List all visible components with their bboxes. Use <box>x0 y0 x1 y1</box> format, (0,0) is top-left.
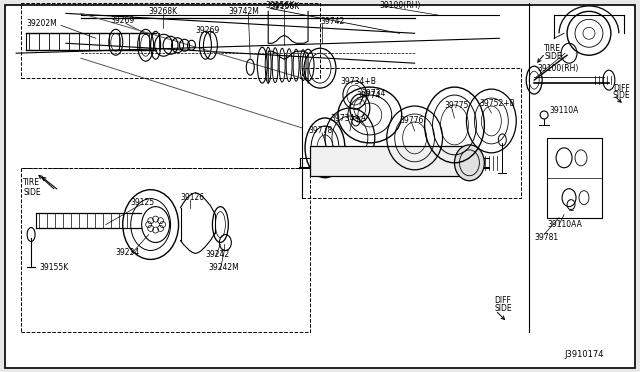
Bar <box>302 68 521 198</box>
Text: 39202M: 39202M <box>26 19 57 28</box>
Text: 39155K: 39155K <box>39 263 68 272</box>
Text: 39781: 39781 <box>534 233 558 242</box>
Ellipse shape <box>454 145 484 181</box>
Text: 39775: 39775 <box>445 100 469 109</box>
Text: 39774: 39774 <box>357 90 381 100</box>
Text: TIRE: TIRE <box>544 44 561 53</box>
Text: 39100(RH): 39100(RH) <box>380 1 421 10</box>
Text: 39742M: 39742M <box>228 7 259 16</box>
Text: 39742: 39742 <box>320 17 344 26</box>
Text: 39125: 39125 <box>131 198 155 207</box>
Bar <box>310 146 469 176</box>
Text: J3910174: J3910174 <box>564 350 604 359</box>
Text: SIDE: SIDE <box>613 90 630 100</box>
Text: TIRE
SIDE: TIRE SIDE <box>23 178 41 198</box>
Bar <box>21 3 320 78</box>
Text: 39110AA: 39110AA <box>547 220 582 229</box>
Text: DIFF: DIFF <box>613 84 630 93</box>
Text: DIFF: DIFF <box>494 296 511 305</box>
Text: 39269: 39269 <box>195 26 220 35</box>
Text: 39776: 39776 <box>400 116 424 125</box>
Text: 39242M: 39242M <box>209 263 239 272</box>
Text: 39752+B: 39752+B <box>479 99 515 108</box>
Text: 39126: 39126 <box>180 193 205 202</box>
Text: 39734+A: 39734+A <box>330 115 366 124</box>
Bar <box>547 138 602 218</box>
Text: 39156K: 39156K <box>270 2 300 11</box>
Text: 39734: 39734 <box>362 89 386 97</box>
Text: 39110A: 39110A <box>549 106 579 115</box>
Text: 39269: 39269 <box>111 16 135 25</box>
Text: SIDE: SIDE <box>494 304 512 313</box>
Text: 39778: 39778 <box>308 126 332 135</box>
Bar <box>21 168 310 332</box>
Text: 39734+B: 39734+B <box>340 77 376 86</box>
Text: 39234: 39234 <box>116 248 140 257</box>
Text: 39242: 39242 <box>205 250 230 259</box>
Text: 39156K: 39156K <box>265 1 294 10</box>
Text: SIDE: SIDE <box>544 52 562 61</box>
Text: 39268K: 39268K <box>148 7 178 16</box>
Text: 39100(RH): 39100(RH) <box>537 64 579 73</box>
